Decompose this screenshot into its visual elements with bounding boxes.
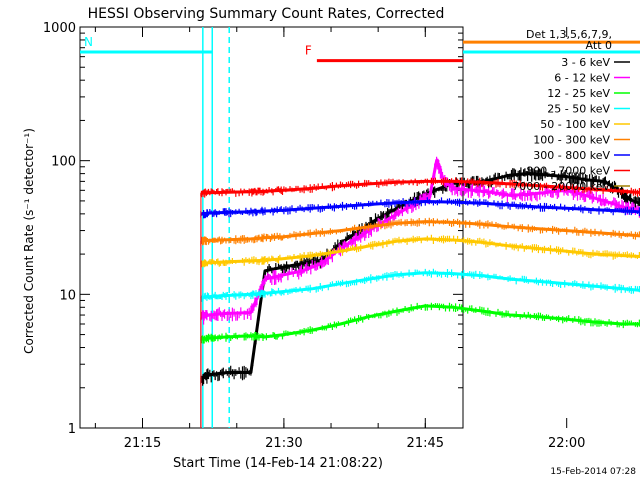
- chart-title: HESSI Observing Summary Count Rates, Cor…: [88, 6, 445, 22]
- legend-label: 6 - 12 keV: [554, 72, 610, 85]
- legend-label: 100 - 300 keV: [533, 134, 610, 147]
- y-tick-label: 1000: [43, 21, 76, 36]
- observing-flags: NFS: [80, 35, 640, 63]
- y-tick-label: 10: [59, 288, 76, 303]
- legend-label: 3 - 6 keV: [561, 56, 610, 69]
- series-noise: [200, 302, 640, 344]
- legend-header: Det 1,3,5,6,7,9,: [526, 28, 612, 41]
- y-axis: 1 10 100 1000: [43, 21, 463, 437]
- legend-label: 25 - 50 keV: [547, 103, 610, 116]
- x-tick-label: 21:45: [407, 436, 444, 451]
- vertical-marker-lines: [202, 27, 230, 428]
- plot-frame: [79, 26, 464, 429]
- flag-label: N: [84, 35, 93, 49]
- legend: Det 1,3,5,6,7,9,Att 0 3 - 6 keV 6 - 12 keV…: [512, 28, 630, 193]
- plot-border: [79, 26, 464, 429]
- x-axis-label: Start Time (14-Feb-14 21:08:22): [173, 456, 383, 471]
- legend-label: 300 - 800 keV: [533, 149, 610, 162]
- data-series: [200, 156, 640, 428]
- x-tick-label: 22:00: [548, 436, 585, 451]
- legend-label: 7000 - 20000 keV: [512, 180, 610, 193]
- y-tick-label: 1: [68, 422, 76, 437]
- legend-label: 800 - 7000 keV: [526, 165, 610, 178]
- y-axis-label: Corrected Count Rate (s⁻¹ detector⁻¹): [22, 128, 36, 354]
- flag-label: F: [305, 44, 312, 58]
- series-noise: [200, 177, 640, 198]
- legend-header: Att 0: [586, 39, 612, 52]
- legend-label: 12 - 25 keV: [547, 87, 610, 100]
- legend-label: 50 - 100 keV: [540, 118, 610, 131]
- date-stamp: 15-Feb-2014 07:28: [550, 467, 636, 477]
- y-tick-label: 100: [51, 155, 76, 170]
- x-tick-label: 21:30: [265, 436, 302, 451]
- x-tick-label: 21:15: [124, 436, 161, 451]
